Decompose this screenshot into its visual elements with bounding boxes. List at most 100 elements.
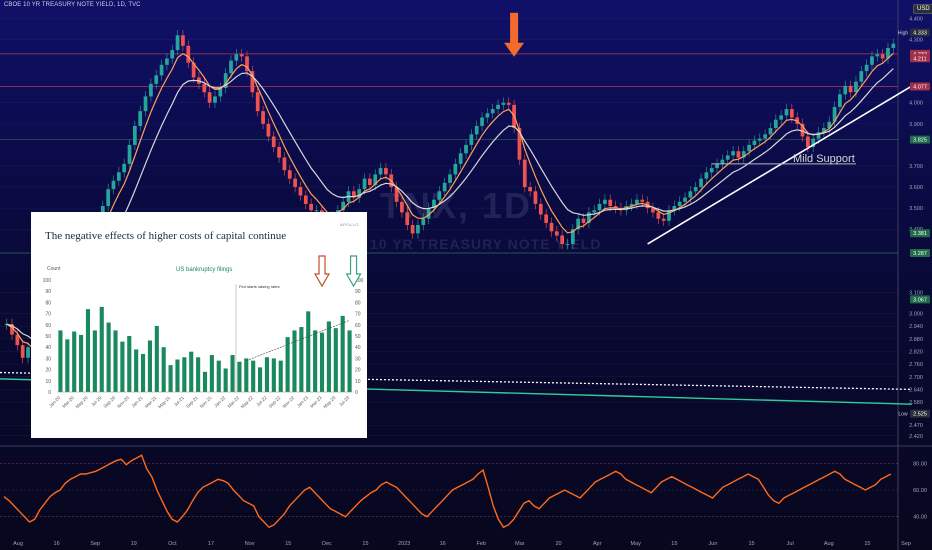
- inset-x-tick-label: Jan-22: [213, 395, 227, 409]
- price-label-value: 2.525: [913, 412, 927, 418]
- candle-body: [544, 214, 549, 223]
- inset-y-tick-label: 10: [45, 379, 51, 385]
- y-tick-label: 3.700: [909, 164, 923, 170]
- candle-body: [271, 136, 276, 148]
- y-tick-label: 2.940: [909, 324, 923, 330]
- inset-bar-chart: Count US bankruptcy filings 0 0 10 10 20 20 30 30…: [43, 255, 364, 409]
- inset-y-tick-label: 30: [45, 356, 51, 362]
- inset-bar: [237, 361, 242, 392]
- y-tick-label: 2.420: [909, 434, 923, 440]
- candle-body: [277, 147, 281, 158]
- candle-body: [875, 54, 880, 57]
- inset-bar: [147, 340, 152, 392]
- candle-body: [608, 199, 613, 207]
- candle-body: [485, 113, 490, 118]
- candle-body: [629, 203, 634, 207]
- x-tick-label: 15: [671, 541, 677, 547]
- candle-body: [122, 163, 127, 173]
- candle-body: [779, 115, 784, 120]
- candle-body: [186, 45, 191, 63]
- price-label-value: 4.077: [913, 85, 927, 91]
- inset-bar: [313, 330, 318, 392]
- y-tick-label: 2.640: [909, 387, 923, 393]
- candle-body: [822, 128, 826, 133]
- candle-body: [886, 47, 890, 59]
- candle-body: [127, 144, 132, 164]
- candle-body: [458, 153, 463, 164]
- candle-body: [656, 212, 661, 219]
- candle-body: [870, 56, 874, 65]
- inset-y-tick-label-right: 30: [355, 356, 361, 362]
- inset-y-tick-label-right: 60: [355, 323, 361, 329]
- y-tick-label: 4.000: [909, 101, 923, 107]
- inset-x-tick-label: Jul-21: [173, 395, 186, 408]
- candle-body: [266, 123, 271, 137]
- y-tick-label: 3.100: [909, 290, 923, 296]
- inset-y-tick-label: 0: [48, 390, 51, 396]
- candle-body: [261, 111, 265, 124]
- inset-bar: [326, 321, 331, 392]
- price-label-value: 4.333: [913, 31, 927, 37]
- inset-x-tick-label: Jan-23: [296, 395, 310, 409]
- rsi-line: [3, 454, 892, 529]
- inset-y-tick-label-right: 20: [355, 368, 361, 374]
- mild-support-label: Mild Support: [793, 153, 855, 165]
- rsi-y-tick-label: 60.00: [913, 488, 927, 494]
- inset-x-tick-label: Mar-21: [144, 395, 158, 409]
- inset-bar: [85, 309, 91, 392]
- candle-body: [282, 157, 287, 171]
- candle-body: [132, 125, 137, 145]
- ema-slow-line: [6, 68, 894, 342]
- candle-body: [384, 168, 388, 175]
- inset-x-tick-label: Jul-22: [255, 395, 268, 408]
- candle-body: [672, 206, 677, 211]
- candle-body: [720, 159, 725, 164]
- x-tick-label: 19: [131, 541, 137, 547]
- candle-body: [768, 128, 773, 135]
- x-tick-label: 15: [285, 541, 291, 547]
- candle-body: [592, 210, 597, 213]
- inset-y-tick-label: 40: [45, 345, 51, 351]
- candle-body: [843, 85, 848, 95]
- inset-bar: [216, 360, 221, 392]
- y-tick-label: 2.700: [909, 375, 923, 381]
- inset-bar: [134, 349, 139, 392]
- inset-y-tick-label-right: 10: [355, 379, 361, 385]
- inset-trend-line: [246, 320, 350, 361]
- inset-bar: [99, 306, 104, 392]
- candle-body: [848, 85, 853, 93]
- inset-x-tick-label: Jan-20: [48, 395, 62, 409]
- candle-body: [175, 35, 180, 51]
- candle-body: [400, 201, 404, 213]
- candle-body: [725, 155, 730, 160]
- inset-x-tick-label: Nov-20: [116, 395, 130, 409]
- price-label-caption: High: [898, 31, 909, 37]
- inset-teal-arrow-icon: [345, 255, 362, 288]
- candle-body: [229, 60, 233, 74]
- inset-x-tick-label: Jan-21: [130, 395, 144, 409]
- candle-body: [747, 144, 751, 152]
- candle-body: [202, 83, 207, 93]
- candle-body: [827, 121, 832, 129]
- peak-arrow-icon: [510, 12, 519, 45]
- candle-body: [554, 231, 559, 236]
- y-tick-label: 2.470: [909, 423, 923, 429]
- inset-y-tick-label-right: 40: [355, 345, 361, 351]
- candle-body: [603, 199, 607, 204]
- x-tick-label: Mar: [515, 541, 525, 547]
- candle-body: [490, 109, 495, 114]
- inset-bar: [306, 311, 311, 392]
- candle-body: [570, 229, 575, 244]
- candle-body: [677, 201, 682, 207]
- inset-x-tick-label: May-21: [157, 395, 171, 409]
- peak-arrow-head-icon: [504, 42, 525, 57]
- price-label-box: [910, 135, 930, 144]
- symbol-title: CBOE 10 YR TREASURY NOTE YIELD, 1D, TVC: [4, 2, 141, 8]
- inset-y-tick-label-right: 70: [355, 312, 361, 318]
- inset-title: The negative effects of higher costs of …: [45, 230, 287, 242]
- inset-red-arrow-icon: [313, 255, 331, 288]
- candle-body: [522, 159, 527, 188]
- support-trendline: [647, 85, 913, 245]
- currency-badge[interactable]: USD: [913, 4, 932, 14]
